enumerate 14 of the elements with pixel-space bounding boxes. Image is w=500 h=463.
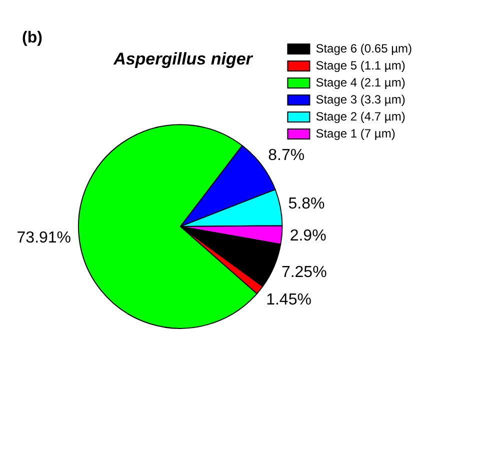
legend-label: Stage 1 (7 µm) [316,126,396,140]
data-label: 7.25% [281,264,327,282]
legend-label: Stage 6 (0.65 µm) [316,41,412,56]
data-label: 5.8% [288,196,325,213]
data-label: 73.91% [16,230,72,247]
chart-title: Aspergillus niger [112,50,254,69]
data-label: 8.7% [268,147,305,164]
legend-label: Stage 5 (1.1 µm) [316,58,406,72]
legend-label: Stage 4 (2.1 µm) [316,75,406,90]
data-label: 2.9% [290,228,326,245]
legend-label: Stage 2 (4.7 µm) [316,109,406,124]
legend-label: Stage 3 (3.3 µm) [316,92,406,106]
data-label: 1.45% [266,292,312,309]
text: (b) [22,29,42,46]
